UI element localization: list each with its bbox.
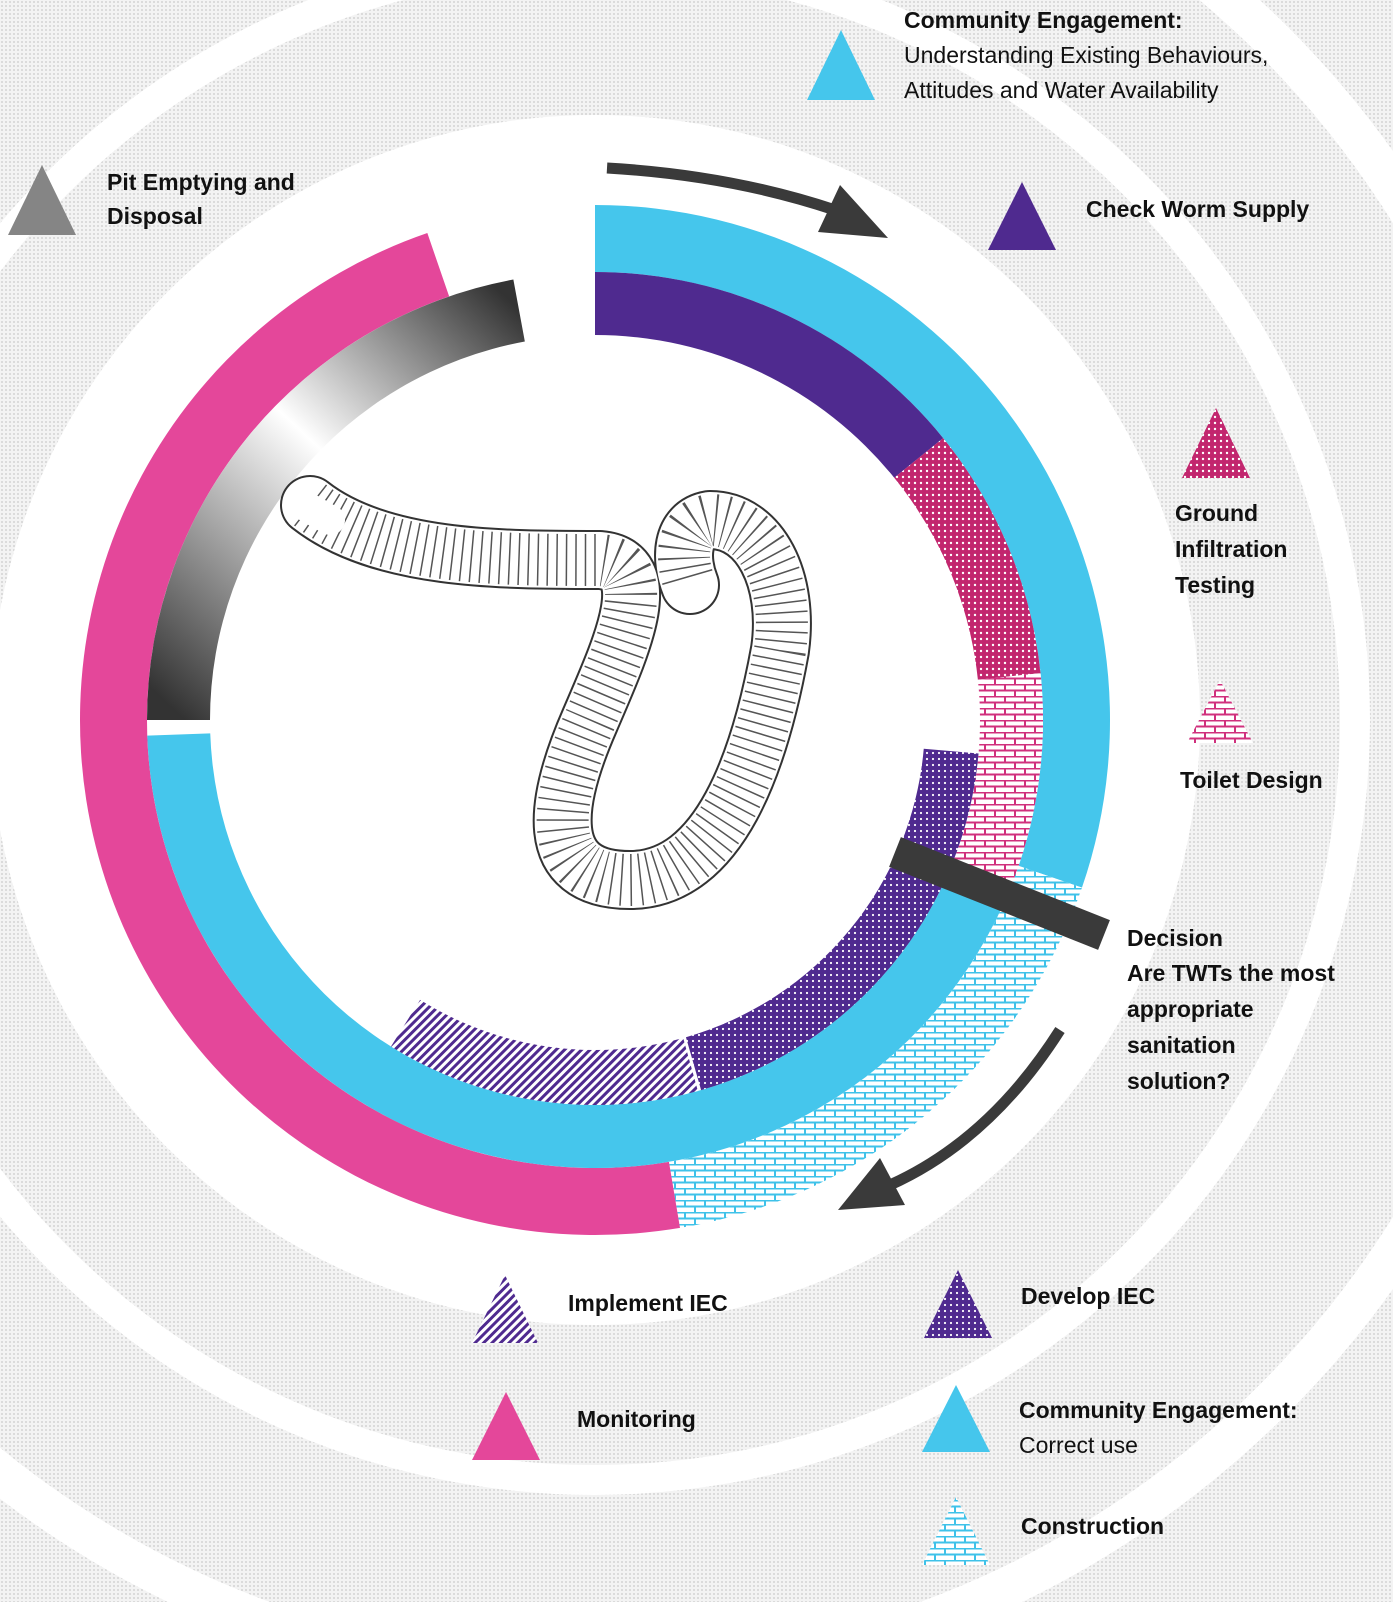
legend-title: Infiltration: [1175, 536, 1287, 562]
legend-title: Toilet Design: [1180, 767, 1323, 793]
legend-title: Construction: [1021, 1513, 1164, 1539]
legend-title: Disposal: [107, 203, 203, 229]
decision-question: appropriate: [1127, 996, 1254, 1022]
legend-title: Community Engagement:: [904, 7, 1183, 33]
legend-title: Ground: [1175, 500, 1258, 526]
decision-question: Are TWTs the most: [1127, 960, 1335, 986]
decision-title: Decision: [1127, 925, 1223, 951]
page: {"legend": [ {"title": "Community Engage…: [0, 0, 1393, 1602]
legend-description: Attitudes and Water Availability: [904, 77, 1219, 103]
diagram: Community Engagement: Understanding Exis…: [0, 0, 1393, 1602]
legend-title: Implement IEC: [568, 1290, 728, 1316]
decision-question: sanitation: [1127, 1032, 1236, 1058]
legend-description: Understanding Existing Behaviours,: [904, 42, 1268, 68]
legend-description: Correct use: [1019, 1432, 1138, 1458]
legend-title: Testing: [1175, 572, 1255, 598]
legend-title: Check Worm Supply: [1086, 196, 1309, 222]
legend-title: Develop IEC: [1021, 1283, 1155, 1309]
legend-title: Pit Emptying and: [107, 169, 295, 195]
decision-question: solution?: [1127, 1068, 1230, 1094]
legend-title: Monitoring: [577, 1406, 696, 1432]
legend-title: Community Engagement:: [1019, 1397, 1298, 1423]
